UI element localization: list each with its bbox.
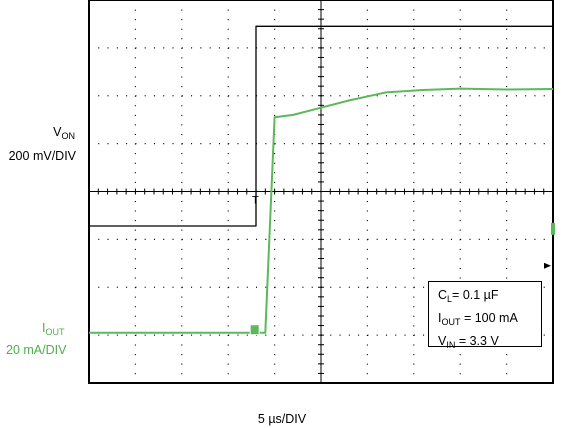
trigger-level-arrow [544, 262, 551, 269]
channel-offset-marker [551, 222, 555, 235]
trigger-marker: T [252, 195, 259, 207]
iout-channel-label: IOUT [42, 321, 65, 337]
legend-line-vin: VIN = 3.3 V [438, 334, 499, 350]
legend-line-cl: CL= 0.1 µF [438, 288, 499, 304]
x-axis-label: 5 µs/DIV [257, 412, 307, 426]
iout-scale-label: 20 mA/DIV [6, 343, 67, 357]
legend-line-iout: IOUT = 100 mA [438, 311, 518, 327]
von-channel-label: VON [53, 125, 75, 141]
trace-von [89, 25, 553, 227]
conditions-legend: CL= 0.1 µF IOUT = 100 mA VIN = 3.3 V [428, 281, 542, 350]
von-scale-label: 200 mV/DIV [8, 149, 76, 163]
ground-marker-iout [249, 324, 260, 336]
